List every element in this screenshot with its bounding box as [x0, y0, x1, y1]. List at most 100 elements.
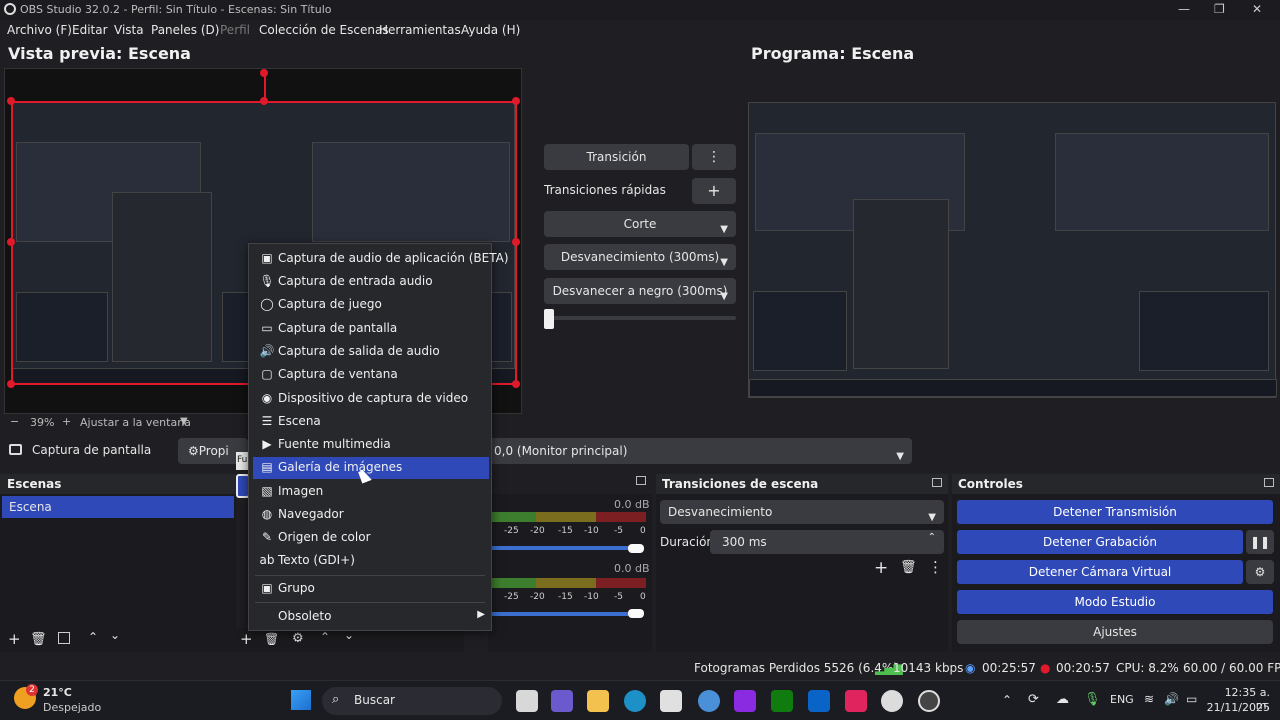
quick-transition-fade-black[interactable]: Desvanecer a negro (300ms) ▼	[544, 278, 736, 304]
app-icon[interactable]	[881, 690, 903, 712]
app-icon[interactable]	[734, 690, 756, 712]
volume-slider-knob[interactable]	[628, 544, 644, 553]
menu-item-audio-output[interactable]: 🔊 Captura de salida de audio	[253, 341, 489, 363]
resize-handle[interactable]	[512, 97, 520, 105]
zoom-out-button[interactable]: −	[10, 415, 20, 428]
move-down-icon[interactable]: ⌄	[110, 628, 121, 642]
clock-time[interactable]: 12:35 a. m.	[1224, 686, 1270, 712]
sync-icon[interactable]: ⟳	[1028, 692, 1039, 707]
gear-icon[interactable]: ⚙	[292, 631, 304, 646]
rotation-handle[interactable]	[260, 69, 268, 77]
outlook-icon[interactable]	[808, 690, 830, 712]
duration-spinbox[interactable]: 300 ms ⌃	[710, 530, 944, 554]
menu-item-audio-input[interactable]: 🎙 Captura de entrada audio	[253, 271, 489, 293]
store-icon[interactable]	[660, 690, 682, 712]
chevron-up-icon[interactable]: ⌃	[1002, 693, 1013, 707]
menu-item-window-capture[interactable]: ▢ Captura de ventana	[253, 364, 489, 386]
maximize-icon[interactable]: ❐	[1214, 2, 1225, 16]
settings-button[interactable]: Ajustes	[957, 620, 1273, 644]
resize-handle[interactable]	[7, 97, 15, 105]
menu-herramientas[interactable]: Herramientas	[379, 23, 461, 37]
taskbar-search[interactable]: ⌕ Buscar	[322, 687, 502, 715]
menu-item-group[interactable]: ▣ Grupo	[253, 578, 489, 600]
quick-transition-cut[interactable]: Corte ▼	[544, 211, 736, 237]
volume-slider[interactable]	[490, 612, 636, 616]
undock-icon[interactable]	[932, 478, 942, 487]
stop-virtual-camera-button[interactable]: Detener Cámara Virtual	[957, 560, 1243, 584]
menu-coleccion[interactable]: Colección de Escenas	[259, 23, 389, 37]
menu-item-image[interactable]: ▧ Imagen	[253, 481, 489, 503]
volume-slider[interactable]	[490, 546, 636, 550]
trash-icon[interactable]: 🗑	[30, 632, 47, 647]
menu-item-scene[interactable]: ☰ Escena	[253, 411, 489, 433]
clock-date[interactable]: 21/11/2025	[1206, 701, 1270, 714]
move-down-icon[interactable]: ⌄	[344, 628, 355, 642]
wifi-icon[interactable]: ≋	[1144, 692, 1155, 706]
cloud-icon[interactable]: ☁	[1056, 692, 1069, 707]
move-up-icon[interactable]: ⌃	[88, 630, 99, 644]
pause-icon[interactable]: ❚❚	[1246, 530, 1274, 554]
microphone-icon[interactable]: 🎙	[1084, 692, 1101, 707]
menu-vista[interactable]: Vista	[114, 23, 144, 37]
menu-item-video-device[interactable]: ◉ Dispositivo de captura de video	[253, 388, 489, 410]
menu-item-app-audio[interactable]: ▣ Captura de audio de aplicación (BETA)	[253, 248, 508, 270]
obs-icon[interactable]	[918, 690, 940, 712]
battery-icon[interactable]: ▭	[1186, 692, 1198, 706]
language-indicator[interactable]: ENG	[1110, 693, 1134, 706]
menu-archivo[interactable]: Archivo (F)	[7, 23, 72, 37]
menu-item-deprecated[interactable]: Obsoleto ▶	[253, 606, 489, 628]
menu-item-text[interactable]: ab Texto (GDI+)	[253, 550, 489, 572]
menu-item-image-slideshow[interactable]: ▤ Galería de imágenes	[253, 457, 489, 479]
quick-transition-fade[interactable]: Desvanecimiento (300ms) ▼	[544, 244, 736, 270]
resize-handle[interactable]	[512, 238, 520, 246]
menu-paneles[interactable]: Paneles (D)	[151, 23, 220, 37]
preview-canvas[interactable]	[4, 68, 522, 414]
chrome-icon[interactable]	[698, 690, 720, 712]
resize-handle[interactable]	[7, 380, 15, 388]
add-scene-icon[interactable]: +	[8, 630, 21, 648]
menu-item-display-capture[interactable]: ▭ Captura de pantalla	[253, 318, 489, 340]
menu-item-media-source[interactable]: ▶ Fuente multimedia	[253, 434, 489, 456]
edge-icon[interactable]	[624, 690, 646, 712]
volume-icon[interactable]: 🔊	[1164, 692, 1179, 706]
menu-ayuda[interactable]: Ayuda (H)	[461, 23, 521, 37]
tbar-track[interactable]	[544, 316, 736, 320]
transition-button[interactable]: Transición	[544, 144, 689, 170]
undock-icon[interactable]	[636, 476, 646, 485]
tbar-handle[interactable]	[544, 309, 554, 329]
transition-menu-icon[interactable]: ⋮	[692, 144, 736, 170]
menu-perfil[interactable]: Perfil	[220, 23, 251, 37]
display-select[interactable]: 0,0 (Monitor principal) ▼	[488, 438, 912, 464]
file-explorer-icon[interactable]	[587, 690, 609, 712]
copilot-icon[interactable]	[551, 690, 573, 712]
menu-item-browser[interactable]: ◍ Navegador	[253, 504, 489, 526]
xbox-icon[interactable]	[771, 690, 793, 712]
resize-handle[interactable]	[7, 238, 15, 246]
filter-icon[interactable]	[58, 632, 70, 644]
menu-item-game-capture[interactable]: ◯ Captura de juego	[253, 294, 489, 316]
close-icon[interactable]: ✕	[1252, 2, 1263, 16]
chevron-up-icon[interactable]: ⌃	[927, 532, 936, 543]
undock-icon[interactable]	[1264, 478, 1274, 487]
zoom-in-button[interactable]: +	[62, 415, 72, 428]
resize-handle[interactable]	[512, 380, 520, 388]
add-icon[interactable]: +	[692, 178, 736, 204]
task-view-icon[interactable]	[516, 690, 538, 712]
volume-slider-knob[interactable]	[628, 609, 644, 618]
trash-icon[interactable]: 🗑	[264, 632, 280, 646]
stop-recording-button[interactable]: Detener Grabación	[957, 530, 1243, 554]
resize-handle[interactable]	[260, 97, 268, 105]
more-options-icon[interactable]: ⋮	[928, 558, 943, 576]
menu-item-color-source[interactable]: ✎ Origen de color	[253, 527, 489, 549]
studio-mode-button[interactable]: Modo Estudio	[957, 590, 1273, 614]
zoom-fit-select[interactable]: Ajustar a la ventana	[80, 416, 191, 429]
stop-streaming-button[interactable]: Detener Transmisión	[957, 500, 1273, 524]
tiktok-icon[interactable]	[845, 690, 867, 712]
add-source-icon[interactable]: +	[240, 630, 253, 648]
move-up-icon[interactable]: ⌃	[320, 630, 331, 644]
menu-editar[interactable]: Editar	[72, 23, 108, 37]
start-icon[interactable]	[291, 690, 311, 710]
gear-icon[interactable]: ⚙	[1246, 560, 1274, 584]
trash-icon[interactable]: 🗑	[900, 560, 917, 575]
chevron-down-icon[interactable]: ▼	[180, 416, 188, 427]
